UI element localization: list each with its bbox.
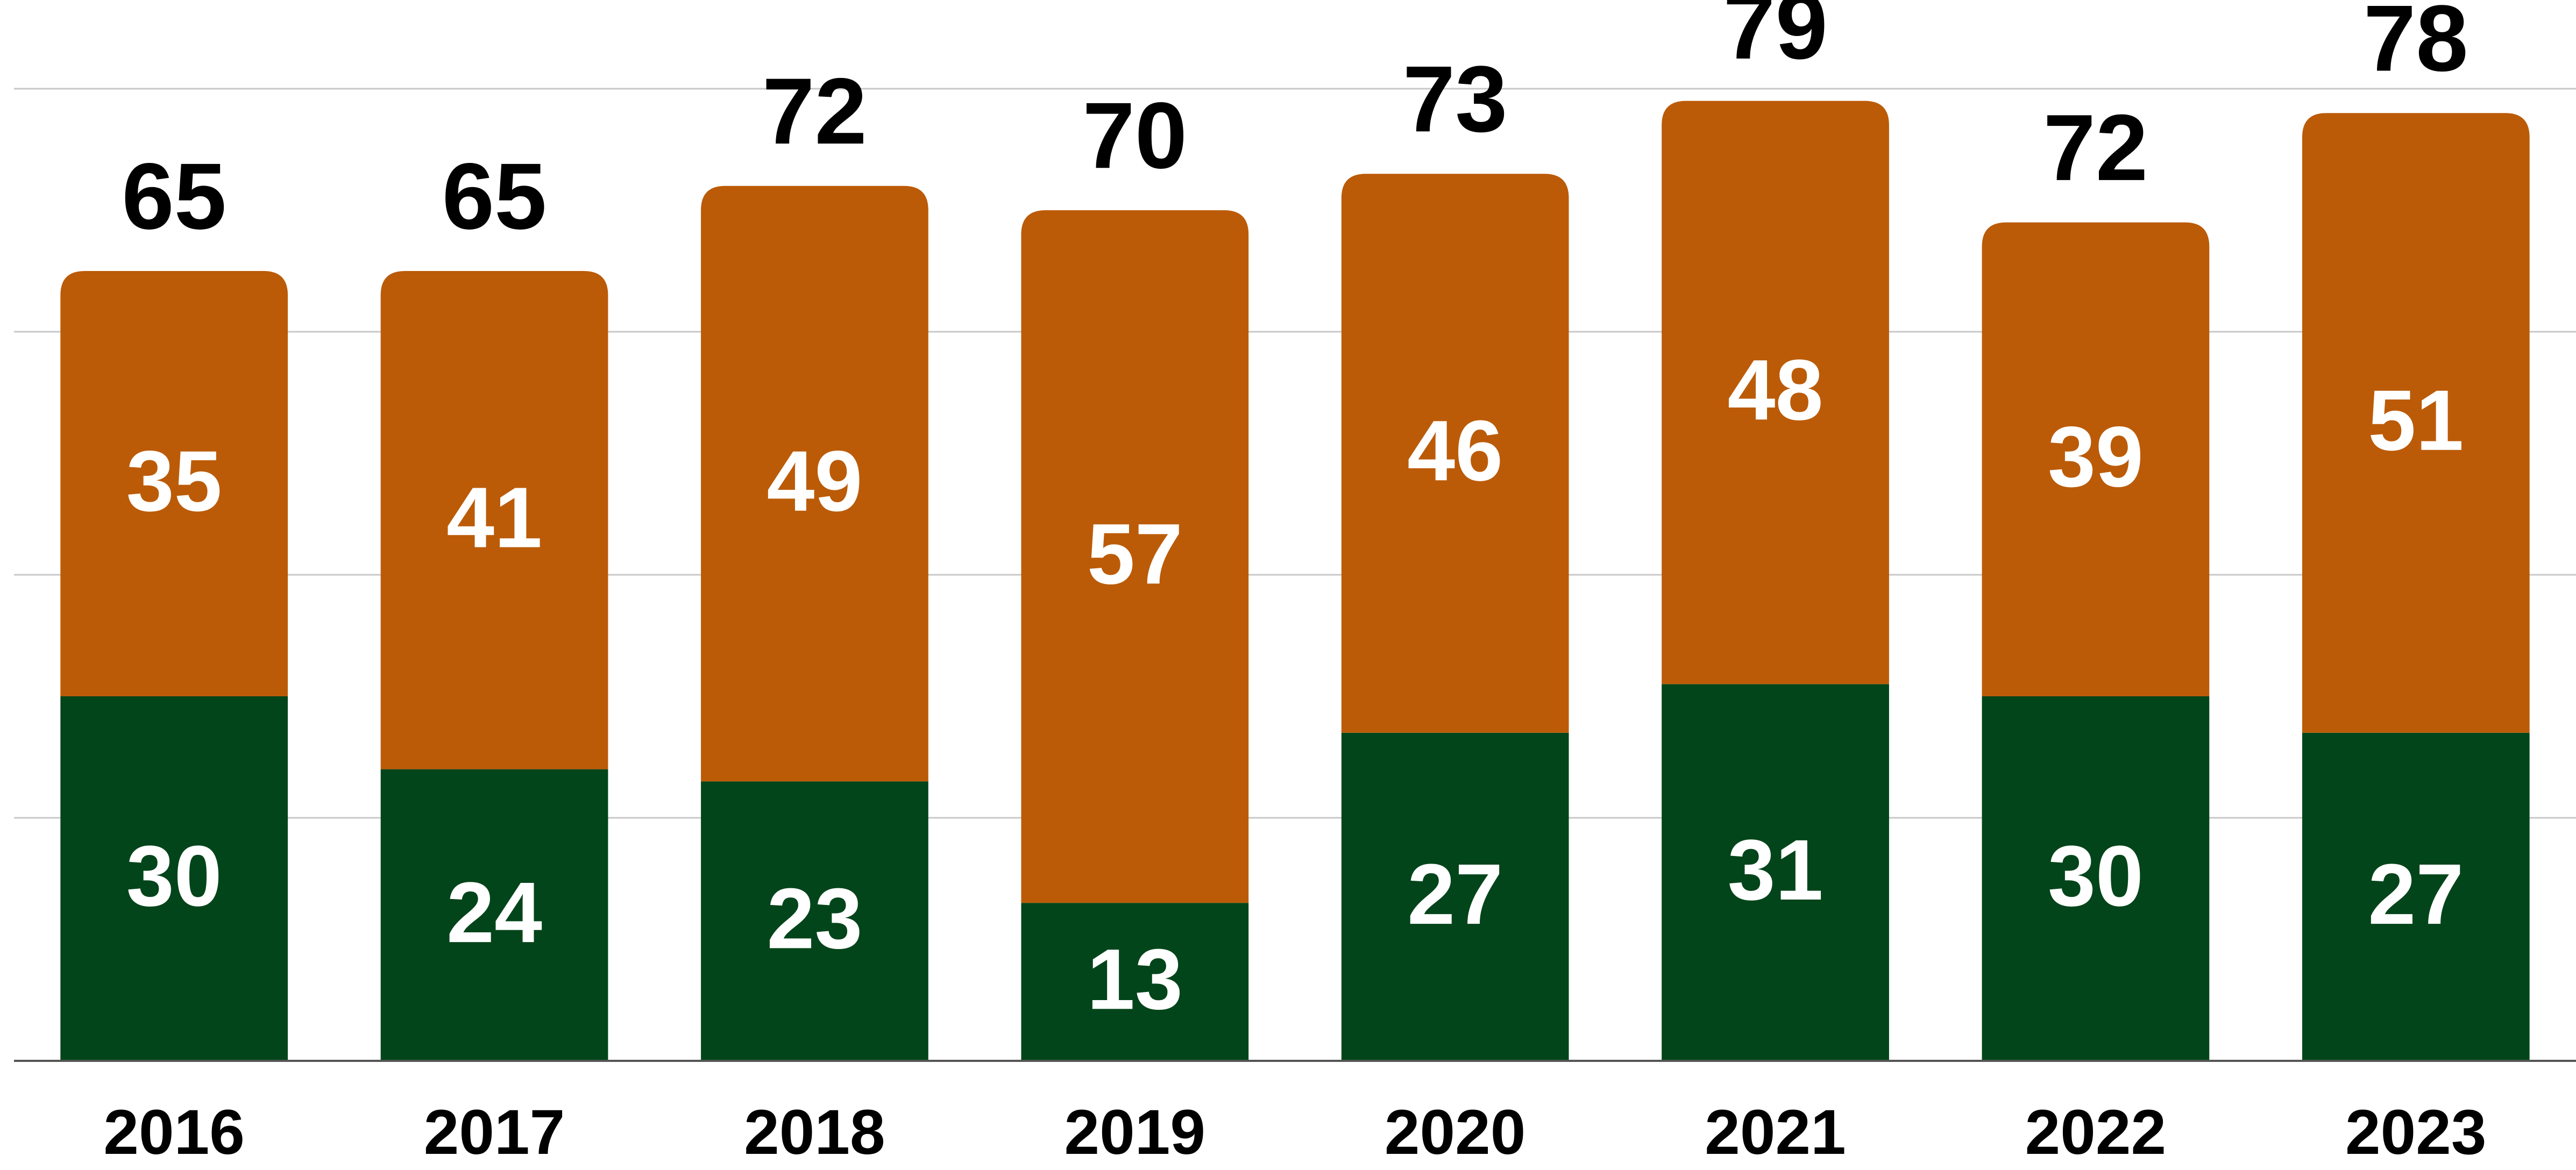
x-tick-label: 2017 — [424, 1097, 565, 1168]
bar-segment — [1341, 732, 1569, 1061]
bar-segment — [2302, 113, 2530, 733]
bar-segment — [1021, 210, 1249, 903]
bar-segment — [1982, 696, 2210, 1061]
x-tick-label: 2020 — [1385, 1097, 1526, 1168]
value-label: 57 — [1087, 505, 1183, 602]
bar-segment — [380, 769, 608, 1061]
total-label: 79 — [1723, 0, 1828, 79]
total-label: 70 — [1082, 83, 1187, 188]
x-tick-label: 2022 — [2025, 1097, 2167, 1168]
value-label: 27 — [2368, 846, 2464, 942]
total-label: 65 — [442, 144, 547, 249]
x-tick-label: 2021 — [1705, 1097, 1846, 1168]
value-label: 49 — [767, 433, 862, 529]
value-label: 51 — [2368, 372, 2464, 468]
value-label: 24 — [446, 864, 542, 960]
x-tick-label: 2016 — [103, 1097, 245, 1168]
bar-segment — [1341, 174, 1569, 733]
value-label: 27 — [1407, 846, 1503, 942]
bar-segment — [60, 696, 288, 1061]
bar-segment — [2302, 732, 2530, 1061]
value-label: 39 — [2048, 409, 2144, 505]
value-label: 41 — [446, 469, 542, 566]
bar-segment — [380, 271, 608, 769]
value-label: 30 — [2048, 827, 2144, 924]
total-label: 72 — [2043, 96, 2148, 201]
bar-segment — [60, 271, 288, 696]
total-label: 72 — [762, 59, 867, 164]
total-label: 78 — [2364, 0, 2468, 91]
value-label: 30 — [126, 827, 222, 924]
bar-segment — [1662, 101, 1889, 684]
value-label: 35 — [126, 433, 222, 529]
bar-segment — [1662, 684, 1889, 1061]
value-label: 13 — [1087, 931, 1183, 1027]
bar-segment — [1982, 222, 2210, 697]
value-label: 46 — [1407, 402, 1503, 498]
bar-segment — [1021, 903, 1249, 1061]
bar-segment — [701, 781, 928, 1061]
x-tick-label: 2018 — [744, 1097, 885, 1168]
total-label: 65 — [122, 144, 226, 249]
value-label: 23 — [767, 870, 862, 966]
x-tick-label: 2023 — [2345, 1097, 2487, 1168]
bar-segment — [701, 186, 928, 782]
value-label: 31 — [1728, 822, 1823, 918]
total-label: 73 — [1403, 47, 1508, 152]
value-label: 48 — [1728, 341, 1823, 438]
x-tick-label: 2019 — [1065, 1097, 1206, 1168]
